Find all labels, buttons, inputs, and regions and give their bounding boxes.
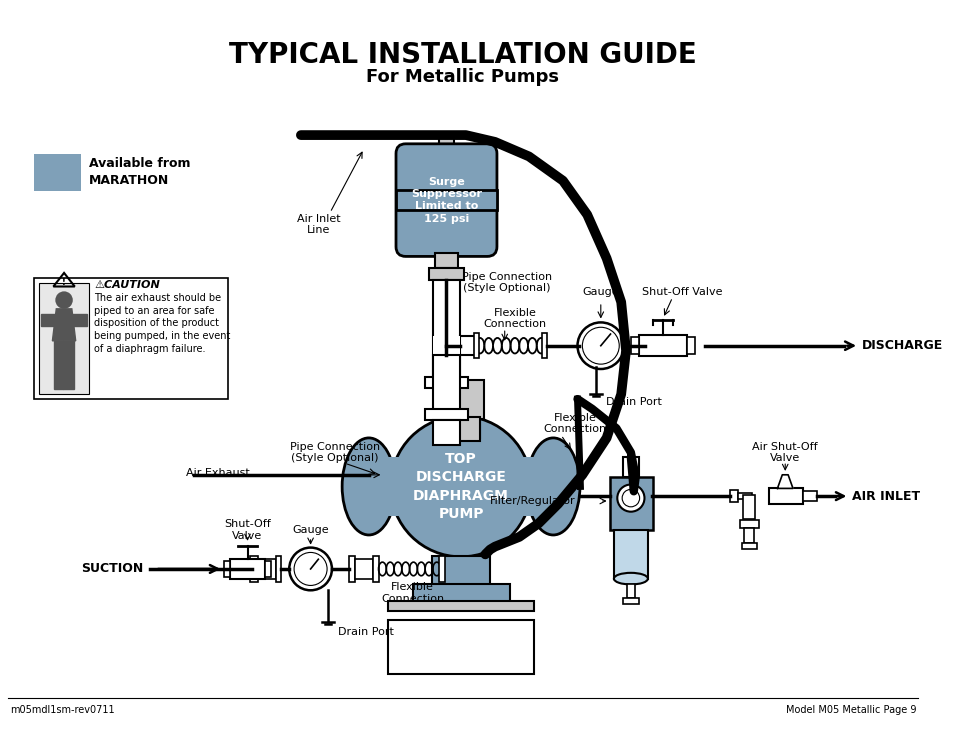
Bar: [425, 409, 467, 421]
Bar: [622, 598, 638, 604]
Circle shape: [577, 323, 623, 369]
Ellipse shape: [342, 438, 395, 535]
Text: Gauge: Gauge: [292, 525, 329, 535]
Bar: [686, 337, 694, 354]
Text: Drain Port: Drain Port: [337, 627, 394, 637]
Text: Pipe Connection
(Style Optional): Pipe Connection (Style Optional): [290, 441, 379, 463]
Text: TYPICAL INSTALLATION GUIDE: TYPICAL INSTALLATION GUIDE: [229, 41, 696, 69]
Bar: [39, 283, 90, 394]
Text: Shut-Off
Valve: Shut-Off Valve: [224, 520, 271, 541]
Bar: [729, 490, 737, 502]
Bar: [622, 458, 638, 477]
Text: SUCTION: SUCTION: [81, 562, 144, 576]
Bar: [742, 495, 755, 520]
Polygon shape: [52, 308, 75, 341]
Bar: [638, 335, 686, 356]
Text: Available from: Available from: [90, 156, 191, 170]
Text: Air Exhaust: Air Exhaust: [186, 468, 250, 477]
Ellipse shape: [391, 416, 531, 556]
Bar: [425, 377, 467, 388]
Polygon shape: [54, 341, 63, 390]
Bar: [34, 154, 80, 191]
Ellipse shape: [614, 573, 647, 584]
Text: Flexible
Connection: Flexible Connection: [543, 413, 606, 434]
Text: Flexible
Connection: Flexible Connection: [483, 308, 546, 329]
Bar: [459, 336, 475, 356]
Bar: [739, 520, 759, 528]
Bar: [412, 584, 509, 603]
Text: disposition of the product: disposition of the product: [94, 318, 219, 328]
Bar: [441, 416, 480, 441]
Polygon shape: [71, 314, 88, 326]
Bar: [432, 556, 490, 585]
Bar: [34, 277, 228, 399]
Bar: [609, 477, 653, 530]
Bar: [395, 190, 497, 210]
Text: The air exhaust should be: The air exhaust should be: [94, 293, 221, 303]
Circle shape: [289, 548, 332, 590]
Bar: [258, 559, 275, 579]
Bar: [438, 556, 444, 582]
Bar: [230, 559, 265, 579]
Ellipse shape: [526, 438, 579, 535]
Text: DISCHARGE: DISCHARGE: [861, 339, 943, 352]
Text: ⚠CAUTION: ⚠CAUTION: [94, 280, 160, 289]
Bar: [369, 458, 553, 516]
Bar: [737, 493, 751, 499]
Text: Surge
Suppressor
Limited to
125 psi: Surge Suppressor Limited to 125 psi: [411, 176, 481, 224]
Bar: [473, 333, 479, 359]
Text: Filter/Regulator: Filter/Regulator: [490, 496, 575, 506]
Text: Flexible
Connection: Flexible Connection: [380, 582, 443, 604]
Bar: [349, 556, 355, 582]
Bar: [801, 492, 817, 501]
Bar: [275, 556, 281, 582]
Bar: [437, 379, 484, 418]
Bar: [429, 268, 463, 280]
Bar: [388, 601, 534, 610]
Text: m05mdl1sm-rev0711: m05mdl1sm-rev0711: [10, 705, 114, 714]
Polygon shape: [777, 475, 792, 489]
Bar: [438, 135, 454, 153]
Bar: [265, 561, 271, 576]
Bar: [435, 253, 457, 268]
Bar: [388, 621, 534, 674]
Bar: [740, 542, 757, 548]
Bar: [441, 418, 480, 438]
Text: being pumped, in the event: being pumped, in the event: [94, 331, 231, 341]
Text: Gauge: Gauge: [582, 287, 618, 297]
Bar: [433, 356, 459, 413]
Bar: [433, 150, 459, 162]
Polygon shape: [63, 341, 73, 390]
Text: Air Shut-Off
Valve: Air Shut-Off Valve: [752, 441, 817, 463]
Bar: [630, 337, 638, 354]
Text: TOP
DISCHARGE
DIAPHRAGM
PUMP: TOP DISCHARGE DIAPHRAGM PUMP: [413, 452, 509, 521]
Text: Air Inlet
Line: Air Inlet Line: [296, 213, 340, 235]
Bar: [224, 561, 230, 576]
Text: Drain Port: Drain Port: [605, 397, 660, 407]
Bar: [743, 528, 754, 542]
Bar: [541, 333, 547, 359]
Text: MARATHON: MARATHON: [90, 174, 170, 187]
Text: AIR INLET: AIR INLET: [851, 489, 920, 503]
Text: of a diaphragm failure.: of a diaphragm failure.: [94, 344, 206, 354]
Text: piped to an area for safe: piped to an area for safe: [94, 306, 214, 316]
Text: Shut-Off Valve: Shut-Off Valve: [641, 287, 721, 297]
Circle shape: [617, 485, 644, 511]
Bar: [768, 489, 801, 504]
Circle shape: [55, 292, 72, 308]
Bar: [433, 280, 459, 382]
Bar: [433, 421, 459, 445]
Text: !: !: [62, 278, 66, 287]
Bar: [250, 556, 258, 582]
FancyBboxPatch shape: [395, 144, 497, 256]
Bar: [355, 559, 373, 579]
Bar: [626, 584, 634, 598]
Text: Model M05 Metallic Page 9: Model M05 Metallic Page 9: [785, 705, 915, 714]
Bar: [433, 336, 459, 356]
Text: Pipe Connection
(Style Optional): Pipe Connection (Style Optional): [461, 272, 551, 294]
Bar: [614, 530, 648, 579]
Polygon shape: [41, 314, 56, 326]
Text: For Metallic Pumps: For Metallic Pumps: [366, 68, 558, 86]
Bar: [373, 556, 378, 582]
